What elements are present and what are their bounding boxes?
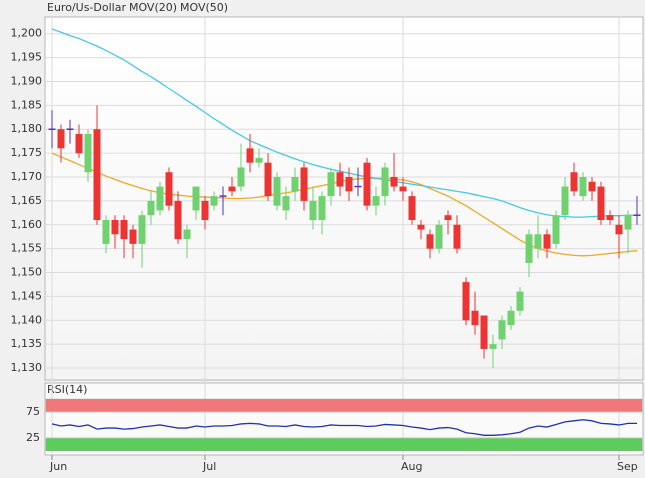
candle-body [174,200,182,240]
candle-body [489,344,497,349]
candle-body [453,224,461,249]
y-tick-label: 25 [26,431,40,444]
candle-body [390,177,398,187]
candle-body [516,291,524,311]
candle-body [192,186,200,211]
x-tick-label: Jun [49,460,67,473]
candle-body [75,134,83,154]
y-tick-label: 1,150 [11,266,43,279]
x-tick-label: Aug [401,460,422,473]
candle-body [588,181,596,192]
candle-body [291,177,299,192]
candle-body [318,196,326,220]
y-tick-label: 1,170 [11,170,43,183]
candle-body [381,167,389,197]
y-tick-label: 1,130 [11,361,43,374]
candle-body [534,234,542,249]
candle-body [399,186,407,192]
candle-body [507,310,515,326]
candle-body [597,186,605,220]
candle-body [210,196,218,206]
y-tick-label: 1,160 [11,218,43,231]
candle-body [462,282,470,321]
candle-body [237,167,245,187]
candle-body [264,162,272,197]
candle-body [183,229,191,240]
y-tick-label: 1,175 [11,146,43,159]
rsi-band [45,437,643,452]
candle-body [561,186,569,216]
candle-body [309,200,317,220]
y-tick-label: 1,200 [11,27,43,40]
candle-body [543,234,551,249]
candle-body [84,134,92,173]
line-series [51,419,637,436]
candle-body [111,219,119,235]
legend-entry: MOV(20) [129,1,177,14]
rsi-band [45,398,643,413]
candle-body [444,215,452,220]
candle-body [273,177,281,206]
candle-body [624,215,632,230]
y-tick-label: 1,145 [11,289,43,302]
candle-body [345,177,353,192]
candle-body [579,177,587,197]
legend-entry: MOV(50) [180,1,228,14]
candle-body [147,200,155,216]
candle-body [282,196,290,211]
line-series [51,28,637,218]
price-panel [44,16,644,381]
candle-body [570,172,578,192]
x-tick-label: Jul [202,460,216,473]
y-tick-label: 1,140 [11,313,43,326]
candle-body [498,320,506,340]
y-tick-label: 1,190 [11,74,43,87]
candle-body [525,234,533,263]
legend-entry: RSI(14) [47,383,87,396]
candle-body [300,167,308,201]
line-series [51,152,638,257]
y-tick-label: 1,195 [11,51,43,64]
candle-body [606,215,614,220]
y-tick-label: 1,185 [11,98,43,111]
y-tick-label: 1,135 [11,337,43,350]
candle-body [408,196,416,220]
candle-body [480,315,488,349]
legend: Euro/Us-Dollar MOV(20) MOV(50) RSI(14) [47,1,228,396]
candle-body [255,157,263,163]
candle-body [129,229,137,244]
y-tick-label: 1,155 [11,242,43,255]
candle-body [246,148,254,163]
candle-body [165,172,173,206]
candle-body [363,162,371,206]
candle-body [615,224,623,235]
candle-body [435,224,443,249]
legend-title: Euro/Us-Dollar [47,1,126,14]
candle-body [327,172,335,197]
candle-body [156,186,164,211]
candle-body [336,172,344,187]
x-tick-label: Sep [617,460,638,473]
candle-body [102,219,110,244]
y-tick-label: 75 [26,405,40,418]
candle-body [57,129,65,149]
y-tick-label: 1,180 [11,122,43,135]
candle-body [417,224,425,230]
y-tick-label: 1,165 [11,194,43,207]
candle-body [426,234,434,249]
candle-body [471,310,479,326]
candle-body [552,215,560,244]
candle-body [120,219,128,240]
candle-body [372,196,380,206]
candle-body [228,186,236,192]
candle-body [93,129,101,220]
candle-body [138,215,146,244]
candle-body [201,200,209,220]
